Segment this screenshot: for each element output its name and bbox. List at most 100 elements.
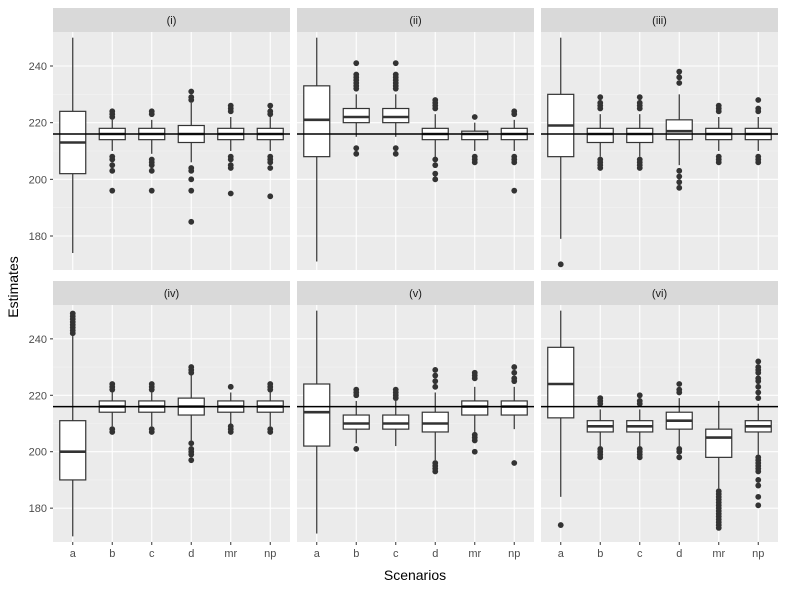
facet-strip-label: (iv)	[164, 288, 179, 300]
box-a	[303, 310, 331, 534]
outlier-point	[755, 383, 762, 390]
outlier-point	[511, 364, 518, 370]
outlier-point	[636, 400, 643, 407]
outlier-point	[432, 468, 439, 475]
outlier-point	[267, 165, 274, 171]
outlier-point	[432, 105, 439, 112]
outlier-point	[755, 108, 762, 115]
x-tick-label: np	[508, 548, 520, 560]
x-axis-title: Scenarios	[384, 567, 446, 583]
outlier-point	[267, 159, 274, 166]
outlier-point	[597, 165, 604, 171]
box-iqr	[303, 85, 331, 158]
box-iqr	[342, 107, 370, 124]
y-tick-label: 200	[29, 447, 47, 459]
outlier-point	[471, 159, 478, 166]
box-mr	[705, 400, 733, 531]
outlier-point	[109, 167, 116, 174]
outlier-point	[109, 187, 116, 194]
box-np	[744, 358, 772, 509]
outlier-point	[676, 80, 683, 86]
box-b	[342, 60, 370, 157]
outlier-point	[597, 400, 604, 407]
box-iqr	[382, 107, 410, 124]
x-tick-label: a	[314, 548, 321, 560]
x-tick-label: c	[637, 548, 643, 560]
outlier-point	[69, 330, 76, 337]
outlier-point	[755, 395, 762, 402]
outlier-point	[471, 375, 478, 382]
x-tick-label: mr	[224, 548, 237, 560]
outlier-point	[188, 451, 195, 458]
box-iqr	[626, 127, 654, 144]
outlier-point	[432, 383, 439, 390]
outlier-point	[755, 369, 762, 376]
outlier-point	[392, 85, 399, 92]
box-iqr	[59, 420, 87, 481]
outlier-point	[755, 482, 762, 489]
x-tick-label: np	[752, 548, 764, 560]
y-tick-label: 180	[29, 231, 47, 243]
facet-strip-label: (iii)	[652, 15, 667, 27]
outlier-point	[148, 429, 155, 435]
box-iqr	[382, 414, 410, 430]
outlier-point	[715, 159, 722, 166]
outlier-point	[636, 454, 643, 461]
outlier-point	[755, 493, 762, 500]
box-c	[626, 392, 654, 461]
outlier-point	[188, 369, 195, 376]
outlier-point	[109, 162, 116, 169]
outlier-point	[755, 97, 762, 103]
outlier-point	[676, 167, 683, 174]
box-iqr	[421, 411, 449, 433]
box-iqr	[705, 428, 733, 458]
facet-strip	[297, 8, 534, 32]
facet-strip	[297, 281, 534, 305]
facet-panel: (iv) 180 200 220 240 a b c d mr np	[29, 281, 290, 560]
outlier-point	[188, 97, 195, 103]
box-a	[59, 37, 87, 253]
y-tick-label: 240	[29, 61, 47, 73]
x-tick-label: np	[264, 548, 276, 560]
x-tick-label: b	[597, 548, 603, 560]
y-tick-label: 180	[29, 503, 47, 515]
outlier-point	[755, 468, 762, 475]
outlier-point	[755, 502, 762, 509]
outlier-point	[188, 187, 195, 194]
x-tick-label: d	[188, 548, 194, 560]
outlier-point	[227, 165, 234, 171]
outlier-point	[511, 187, 518, 194]
outlier-point	[676, 74, 683, 81]
outlier-point	[715, 524, 722, 531]
y-tick-label: 200	[29, 174, 47, 186]
panels-layer: (i) 180 200 220 240 (ii) (iii) (iv) 180 200 220 240…	[29, 8, 778, 560]
outlier-point	[353, 60, 360, 67]
outlier-point	[188, 88, 195, 95]
x-tick-label: c	[393, 548, 399, 560]
outlier-point	[715, 108, 722, 115]
outlier-point	[511, 378, 518, 385]
outlier-point	[267, 429, 274, 435]
outlier-point	[188, 440, 195, 447]
outlier-point	[676, 173, 683, 180]
outlier-point	[432, 372, 439, 379]
outlier-point	[755, 358, 762, 365]
outlier-point	[267, 193, 274, 200]
facet-panel: (v) a b c d mr np	[297, 281, 534, 560]
box-iqr	[665, 119, 693, 141]
outlier-point	[597, 105, 604, 112]
x-tick-label: d	[432, 548, 438, 560]
outlier-point	[511, 369, 518, 376]
facet-strip	[53, 281, 290, 305]
outlier-point	[227, 108, 234, 115]
facet-panel: (vi) a b c d mr np	[541, 281, 778, 560]
y-tick-label: 240	[29, 334, 47, 346]
outlier-point	[267, 102, 274, 109]
outlier-point	[676, 454, 683, 461]
x-tick-label: mr	[468, 548, 481, 560]
outlier-point	[392, 145, 399, 152]
facet-strip-label: (i)	[167, 15, 177, 27]
outlier-point	[353, 150, 360, 157]
outlier-point	[755, 159, 762, 166]
